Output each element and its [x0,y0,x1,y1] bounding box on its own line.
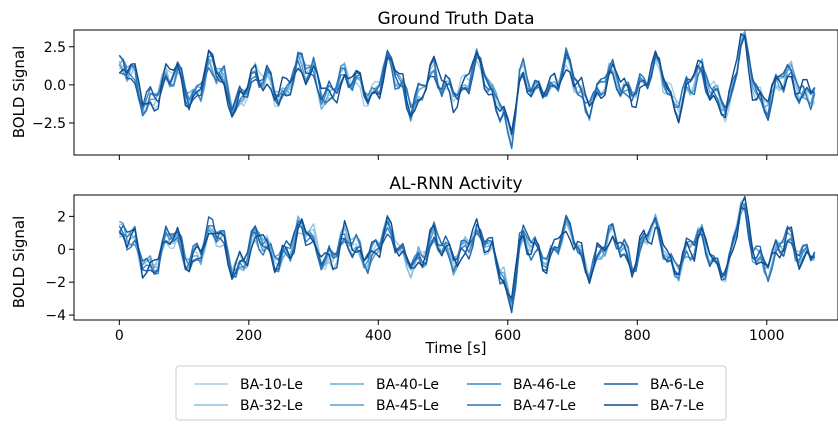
y-ticks: 2.5 0.0 −2.5 [32,40,74,132]
series-line-ba-6-le [118,34,816,132]
panel-al-rnn: AL-RNN Activity 2 0 −2 −4 0 200 400 600 800 1000… [10,174,838,357]
series-line-ba-7-le [118,195,815,299]
x-ticks: 0 200 400 600 800 1000 [115,320,785,344]
x-tick-label: 800 [624,328,651,344]
legend-label: BA-45-Le [376,398,439,414]
plot-frame [73,194,838,321]
legend-label: BA-47-Le [513,398,576,414]
legend-frame [175,365,727,421]
legend-label: BA-46-Le [513,377,576,393]
legend-label: BA-6-Le [650,377,704,393]
series-line-ba-47-le [118,207,815,302]
legend-item: BA-7-Le [604,398,704,414]
legend-item: BA-46-Le [467,377,576,393]
series-line-ba-6-le [118,207,816,314]
series-line-ba-47-le [118,35,816,150]
panel-title: Ground Truth Data [377,9,534,29]
legend-item: BA-32-Le [194,398,303,414]
x-axis-label: Time [s] [425,339,487,357]
x-tick-label: 0 [115,328,124,344]
legend-label: BA-10-Le [240,377,303,393]
series-line-ba-10-le [118,197,816,307]
series-line-ba-7-le [118,32,815,135]
y-tick-label: 0.0 [44,78,66,94]
x-ticks [118,155,768,160]
y-axis-label: BOLD Signal [10,46,28,139]
legend-item: BA-40-Le [330,377,439,393]
y-tick-label: −2 [45,275,66,291]
series-line-ba-46-le [119,203,816,312]
y-tick-label: 2.5 [44,40,66,56]
y-tick-label: 0 [57,242,66,258]
x-tick-label: 1000 [749,328,785,344]
legend-item: BA-6-Le [604,377,704,393]
x-tick-label: 600 [494,328,521,344]
x-tick-label: 200 [235,328,262,344]
plot-frame [73,29,838,156]
y-tick-label: 2 [57,209,66,225]
panel-title: AL-RNN Activity [389,174,522,194]
series-lines [118,30,816,150]
legend-item: BA-45-Le [330,398,439,414]
y-tick-label: −4 [45,308,66,324]
y-tick-label: −2.5 [32,116,66,132]
panel-ground-truth: Ground Truth Data 2.5 0.0 −2.5 BOLD Signal [10,9,838,160]
series-lines [118,195,816,314]
x-tick-label: 400 [365,328,392,344]
legend-label: BA-40-Le [376,377,439,393]
legend-item: BA-47-Le [467,398,576,414]
y-axis-label: BOLD Signal [10,216,28,309]
legend: BA-10-Le BA-32-Le BA-40-Le BA-45-Le BA-46-Le… [175,365,727,421]
legend-label: BA-32-Le [240,398,303,414]
legend-label: BA-7-Le [650,398,704,414]
legend-item: BA-10-Le [194,377,303,393]
y-ticks: 2 0 −2 −4 [45,209,74,324]
